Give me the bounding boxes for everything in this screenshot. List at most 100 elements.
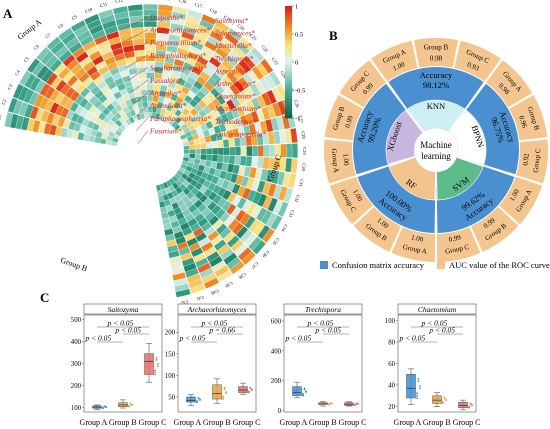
colorbar-step bbox=[285, 74, 292, 77]
heatmap-cell bbox=[230, 261, 245, 275]
heatmap-cell bbox=[156, 184, 161, 191]
genus-leader bbox=[133, 105, 149, 119]
colorbar-step bbox=[285, 42, 292, 45]
data-point bbox=[328, 403, 330, 406]
heatmap-cell bbox=[217, 243, 230, 256]
heatmap-cell bbox=[171, 121, 178, 128]
heatmap-cell bbox=[83, 40, 97, 52]
heatmap-cell bbox=[128, 116, 135, 124]
sample-label: C38 bbox=[237, 271, 247, 280]
heatmap-cell bbox=[167, 80, 177, 89]
heatmap-cell bbox=[211, 260, 226, 273]
heatmap-cell bbox=[176, 127, 183, 134]
data-point bbox=[105, 406, 107, 408]
heatmap-cell bbox=[112, 6, 128, 15]
genus-label: Passalora* bbox=[149, 77, 183, 85]
heatmap-cell bbox=[174, 124, 181, 131]
heatmap-cell bbox=[174, 231, 184, 240]
heatmap-cell bbox=[79, 56, 92, 68]
colorbar-step bbox=[285, 30, 292, 33]
heatmap-cell bbox=[170, 23, 184, 31]
heatmap-cell bbox=[43, 123, 52, 135]
heatmap-cell bbox=[106, 103, 115, 112]
y-tick-label: 400 bbox=[271, 348, 282, 355]
genus-leader bbox=[135, 117, 149, 131]
heatmap-cell bbox=[261, 106, 271, 120]
heatmap-cell bbox=[214, 68, 226, 80]
heatmap-cell bbox=[257, 225, 270, 240]
heatmap-cell bbox=[290, 128, 298, 143]
heatmap-cell bbox=[183, 169, 191, 176]
heatmap-cell bbox=[179, 183, 187, 191]
heatmap-cell bbox=[244, 233, 257, 247]
heatmap-cell bbox=[227, 192, 237, 204]
heatmap-cell bbox=[138, 72, 147, 79]
heatmap-cell bbox=[180, 123, 188, 131]
heatmap-cell bbox=[140, 113, 145, 120]
sample-label: C27 bbox=[298, 115, 305, 124]
heatmap-cell bbox=[265, 169, 274, 183]
auc-value-label: 0.96 bbox=[517, 115, 529, 130]
heatmap-cell bbox=[77, 30, 91, 42]
sample-label: C6 bbox=[33, 43, 41, 51]
heatmap-cell bbox=[241, 102, 251, 115]
colorbar-step bbox=[285, 22, 292, 25]
heatmap-cell bbox=[68, 42, 83, 54]
heatmap-cell bbox=[160, 108, 167, 115]
heatmap-cell bbox=[40, 51, 54, 65]
heatmap-cell bbox=[245, 113, 254, 125]
heatmap-cell bbox=[229, 147, 235, 156]
auc-ring-cell bbox=[436, 227, 481, 262]
heatmap-cell bbox=[195, 232, 207, 242]
heatmap-cell bbox=[208, 191, 217, 201]
colorbar-step bbox=[285, 84, 292, 87]
genus-label: Arcopilus* bbox=[149, 90, 182, 98]
heatmap-cell bbox=[182, 157, 189, 162]
heatmap-cell bbox=[141, 95, 148, 102]
heatmap-cell bbox=[181, 137, 188, 143]
heatmap-cell bbox=[257, 193, 268, 207]
heatmap-cell bbox=[233, 80, 245, 93]
heatmap-cell bbox=[142, 101, 148, 108]
heatmap-cell bbox=[225, 87, 236, 99]
colorbar-step bbox=[285, 36, 292, 39]
heatmap-cell bbox=[216, 94, 226, 105]
heatmap-cell bbox=[205, 61, 218, 73]
heatmap-cell bbox=[204, 40, 218, 52]
data-point bbox=[419, 385, 421, 388]
heatmap-cell bbox=[180, 134, 187, 140]
heatmap-cell bbox=[279, 157, 287, 172]
heatmap-cell bbox=[102, 107, 111, 116]
heatmap-cell bbox=[200, 154, 207, 161]
heatmap-cell bbox=[32, 120, 41, 133]
heatmap-cell bbox=[66, 59, 79, 71]
heatmap-cell bbox=[157, 15, 172, 23]
heatmap-cell bbox=[122, 106, 130, 114]
heatmap-cell bbox=[272, 199, 284, 215]
heatmap-cell bbox=[262, 195, 273, 210]
heatmap-cell bbox=[111, 99, 120, 108]
heatmap-cell bbox=[276, 171, 285, 186]
heatmap-cell bbox=[206, 141, 213, 149]
heatmap-cell bbox=[71, 112, 80, 123]
legend-accuracy-label: Confusion matrix accuracy bbox=[332, 260, 425, 270]
heatmap-cell bbox=[264, 74, 276, 89]
heatmap-cell bbox=[185, 119, 193, 127]
data-point bbox=[443, 396, 446, 399]
data-point bbox=[302, 392, 304, 395]
heatmap-cell bbox=[267, 131, 275, 145]
heatmap-cell bbox=[155, 50, 166, 57]
x-category-labels: Group A Group B Group C bbox=[394, 418, 481, 427]
heatmap-cell bbox=[226, 129, 234, 139]
heatmap-cell bbox=[207, 102, 217, 112]
heatmap-cell bbox=[184, 213, 195, 222]
heatmap-cell bbox=[210, 118, 219, 127]
heatmap-cell bbox=[175, 179, 183, 187]
heatmap-cell bbox=[234, 155, 241, 165]
heatmap-cell bbox=[169, 75, 179, 83]
heatmap-cell bbox=[238, 76, 250, 90]
heatmap-cell bbox=[106, 111, 115, 120]
heatmap-cell bbox=[155, 44, 167, 51]
heatmap-cell bbox=[161, 73, 171, 81]
heatmap-cell bbox=[218, 79, 229, 91]
